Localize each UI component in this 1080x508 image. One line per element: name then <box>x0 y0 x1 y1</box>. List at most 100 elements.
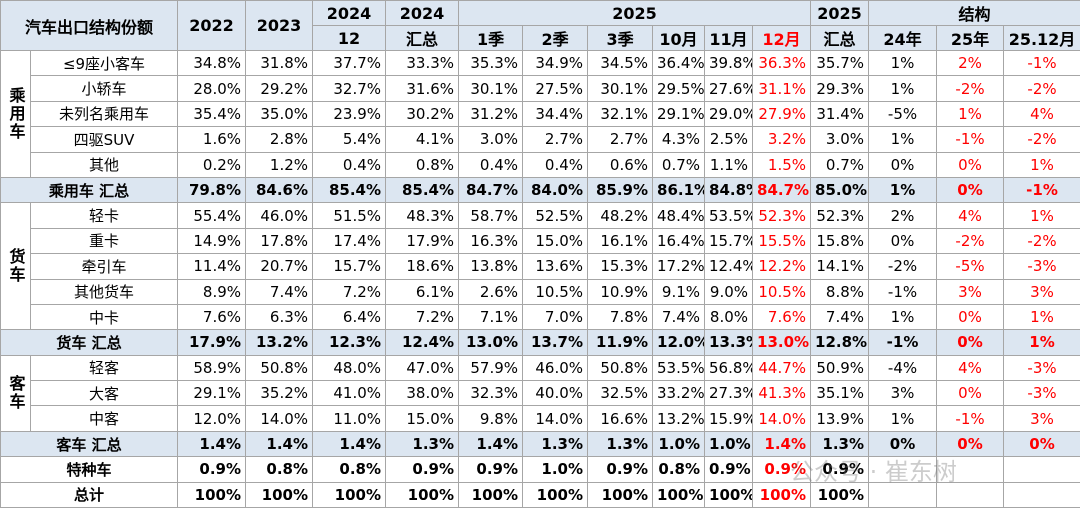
value-cell: 48.4% <box>652 202 706 229</box>
value-cell: 33.3% <box>385 49 460 77</box>
value-cell: -4% <box>868 354 938 382</box>
column-header: 2024 <box>312 0 387 26</box>
column-header: 11月 <box>704 25 754 51</box>
subtotal-row: 客车 汇总 1.4% 1.4% 1.4% 1.3% 1.4% 1.3% 1.3% 1.0% 1.0… <box>0 430 1080 458</box>
value-cell: 15.7% <box>312 253 387 280</box>
value-cell: 4% <box>936 202 1005 229</box>
row-label: 大客 <box>29 380 179 407</box>
value-cell <box>868 481 938 508</box>
value-cell: 1.6% <box>177 126 247 153</box>
value-cell: 10.5% <box>752 278 812 305</box>
data-row: 小轿车 28.0% 29.2% 32.7% 31.6% 30.1% 27.5% 30.1% 29… <box>1 75 1080 102</box>
data-row: 乘用车 ≤9座小客车 34.8% 31.8% 37.7% 33.3% 35.3% 34.9% 3… <box>0 49 1080 178</box>
value-cell: 31.2% <box>458 100 524 128</box>
value-cell: 4% <box>936 354 1005 382</box>
value-cell: 58.9% <box>177 354 247 382</box>
value-cell: 0.4% <box>458 151 524 178</box>
value-cell: 27.3% <box>704 380 754 407</box>
value-cell: 0.4% <box>312 151 387 178</box>
row-label: 中卡 <box>29 303 179 331</box>
value-cell: 35.3% <box>458 49 524 77</box>
value-cell: -2% <box>1003 75 1080 102</box>
value-cell: 14.0% <box>245 405 314 432</box>
value-cell: 11.4% <box>177 253 247 280</box>
row-label: 乘用车 汇总 <box>0 176 179 204</box>
value-cell: 0.9% <box>752 456 812 483</box>
value-cell: 7.6% <box>752 303 812 331</box>
value-cell: 34.8% <box>177 49 247 77</box>
value-cell: 56.8% <box>704 354 754 382</box>
column-header: 2025 <box>810 0 870 26</box>
value-cell: 40.0% <box>522 380 589 407</box>
value-cell: 34.4% <box>522 100 589 128</box>
value-cell: 32.1% <box>587 100 654 128</box>
value-cell: 53.5% <box>652 354 706 382</box>
value-cell: 31.6% <box>385 75 460 102</box>
value-cell: 9.1% <box>652 278 706 305</box>
value-cell: 51.5% <box>312 202 387 229</box>
value-cell: -3% <box>1003 380 1080 407</box>
column-header: 2022 <box>177 0 247 51</box>
row-label: 中客 <box>29 405 179 432</box>
value-cell: 4.1% <box>385 126 460 153</box>
value-cell: 3.0% <box>458 126 524 153</box>
value-cell: 13.7% <box>522 329 589 356</box>
value-cell: 12.0% <box>177 405 247 432</box>
value-cell: 1.4% <box>752 430 812 458</box>
value-cell: -1% <box>1003 176 1080 204</box>
value-cell: 48.2% <box>587 202 654 229</box>
value-cell: 48.3% <box>385 202 460 229</box>
value-cell: 37.7% <box>312 49 387 77</box>
value-cell: -2% <box>868 253 938 280</box>
value-cell: 0.9% <box>385 456 460 483</box>
value-cell: 18.6% <box>385 253 460 280</box>
value-cell: 44.7% <box>752 354 812 382</box>
value-cell: 15.8% <box>810 227 870 255</box>
value-cell: 13.9% <box>810 405 870 432</box>
value-cell: 100% <box>385 481 460 508</box>
value-cell: 3.2% <box>752 126 812 153</box>
value-cell: 85.0% <box>810 176 870 204</box>
value-cell: 1% <box>1003 329 1080 356</box>
data-row: 四驱SUV 1.6% 2.8% 5.4% 4.1% 3.0% 2.7% 2.7% 4.3% 2.5… <box>1 126 1080 153</box>
value-cell: 15.3% <box>587 253 654 280</box>
data-row: 大客 29.1% 35.2% 41.0% 38.0% 32.3% 40.0% 32.5% 33.… <box>1 380 1080 407</box>
value-cell <box>936 481 1005 508</box>
value-cell: 84.6% <box>245 176 314 204</box>
value-cell: -1% <box>936 126 1005 153</box>
value-cell: 17.2% <box>652 253 706 280</box>
data-row: 未列名乘用车 35.4% 35.0% 23.9% 30.2% 31.2% 34.4% 32.1… <box>1 100 1080 128</box>
value-cell: 58.7% <box>458 202 524 229</box>
value-cell: 0% <box>936 151 1005 178</box>
value-cell: 7.1% <box>458 303 524 331</box>
value-cell: 13.0% <box>458 329 524 356</box>
value-cell: 1.4% <box>177 430 247 458</box>
value-cell: 0% <box>936 430 1005 458</box>
row-label: 轻客 <box>29 354 179 382</box>
value-cell: 1.5% <box>752 151 812 178</box>
value-cell: 31.8% <box>245 49 314 77</box>
value-cell: 13.8% <box>458 253 524 280</box>
value-cell: 16.6% <box>587 405 654 432</box>
data-row: 其他 0.2% 1.2% 0.4% 0.8% 0.4% 0.4% 0.6% 0.7% 1.1% 1.… <box>1 151 1080 178</box>
value-cell: 2.6% <box>458 278 524 305</box>
value-cell: 2% <box>936 49 1005 77</box>
value-cell: -5% <box>936 253 1005 280</box>
value-cell: 5.4% <box>312 126 387 153</box>
row-label: 特种车 <box>0 456 179 483</box>
value-cell: 36.4% <box>652 49 706 77</box>
value-cell: 7.6% <box>177 303 247 331</box>
row-label: 未列名乘用车 <box>29 100 179 128</box>
value-cell: 15.0% <box>385 405 460 432</box>
value-cell: 100% <box>752 481 812 508</box>
value-cell: 2.7% <box>587 126 654 153</box>
value-cell: 0.9% <box>704 456 754 483</box>
value-cell: 38.0% <box>385 380 460 407</box>
value-cell: 52.5% <box>522 202 589 229</box>
value-cell: 6.3% <box>245 303 314 331</box>
value-cell: 30.1% <box>458 75 524 102</box>
value-cell: 1.4% <box>458 430 524 458</box>
column-header: 12 <box>312 25 387 51</box>
value-cell: 8.9% <box>177 278 247 305</box>
value-cell: 1.3% <box>385 430 460 458</box>
